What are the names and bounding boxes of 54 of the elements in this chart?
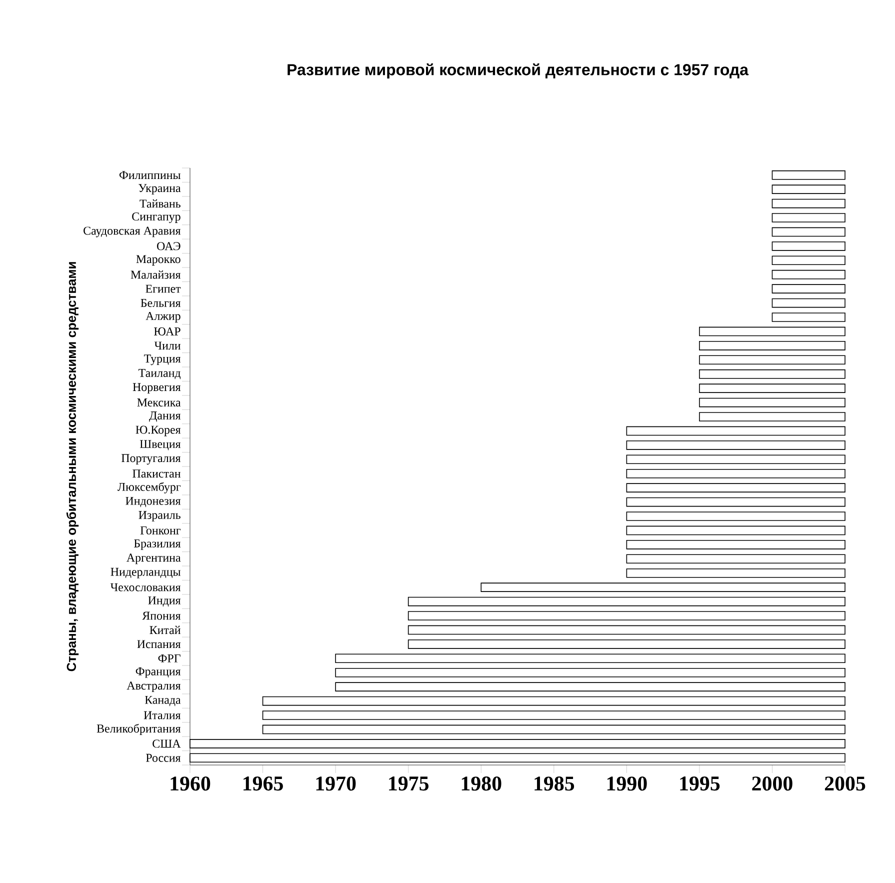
y-axis-title: Страны, владеющие орбитальными космическими средствами <box>66 262 79 672</box>
y-tick-label: Таиланд <box>138 369 181 380</box>
x-tick-label: 1975 <box>389 776 428 791</box>
chart-title: Развитие мировой космической деятельности с 1957 года <box>288 63 749 78</box>
x-tick-label: 1985 <box>534 776 574 791</box>
y-tick-label: Дания <box>149 412 181 422</box>
y-tick-label: Испания <box>137 640 181 648</box>
y-tick-label: Австралия <box>126 682 181 692</box>
x-tick-label: 1965 <box>244 776 283 791</box>
y-tick-label: Филиппины <box>119 171 181 180</box>
y-tick-label: Канада <box>144 696 181 706</box>
y-tick-label: Франция <box>136 667 181 678</box>
x-tick-label: 1960 <box>170 776 210 791</box>
y-tick-label: Норвегия <box>132 383 181 394</box>
x-tick-label: 1970 <box>316 776 356 791</box>
y-tick-label: Пакистан <box>132 470 181 478</box>
x-tick-label: 1980 <box>462 776 502 791</box>
y-tick-label: Китай <box>150 626 181 634</box>
y-tick-label: Израиль <box>138 511 180 522</box>
x-tick-label: 1990 <box>607 776 647 791</box>
y-tick-label: Чили <box>154 342 181 350</box>
y-tick-label: Индия <box>148 596 181 607</box>
y-tick-label: Россия <box>146 754 181 762</box>
y-tick-label: Чехословакия <box>110 583 181 592</box>
y-tick-label: Люксембург <box>118 482 181 494</box>
y-tick-label: Нидерландцы <box>110 568 181 578</box>
y-tick-label: Португалия <box>122 454 181 465</box>
y-tick-label: Бразилия <box>134 539 181 550</box>
y-tick-label: Бельгия <box>140 299 181 307</box>
y-tick-label: ОАЭ <box>157 242 180 250</box>
y-tick-label: Япония <box>142 612 181 620</box>
y-tick-label: Гонконг <box>140 526 181 534</box>
x-tick-label: 2000 <box>752 776 792 791</box>
y-tick-label: Египет <box>146 284 181 293</box>
y-tick-label: Украина <box>138 184 181 194</box>
y-tick-label: Сингапур <box>132 212 180 223</box>
y-tick-label: Саудовская Аравия <box>84 226 181 238</box>
y-tick-label: Индонезия <box>126 496 181 508</box>
y-tick-label: Малайзия <box>130 270 181 279</box>
y-tick-label: Турция <box>144 354 181 366</box>
y-tick-label: Ю.Корея <box>136 426 181 436</box>
y-tick-label: ФРГ <box>158 654 180 662</box>
y-tick-label: Мексика <box>137 398 181 406</box>
x-tick-label: 2005 <box>824 776 866 791</box>
y-tick-label: США <box>152 740 181 748</box>
y-tick-label: Алжир <box>146 312 180 322</box>
y-tick-label: Италия <box>144 711 181 720</box>
y-tick-label: Швеция <box>140 440 181 450</box>
y-tick-label: ЮАР <box>154 327 180 336</box>
y-tick-label: Аргентина <box>126 554 181 564</box>
y-tick-label: Тайвань <box>140 199 180 208</box>
y-tick-label: Марокко <box>136 255 180 266</box>
y-tick-label: Великобритания <box>96 724 181 736</box>
x-tick-label: 1995 <box>680 776 720 791</box>
